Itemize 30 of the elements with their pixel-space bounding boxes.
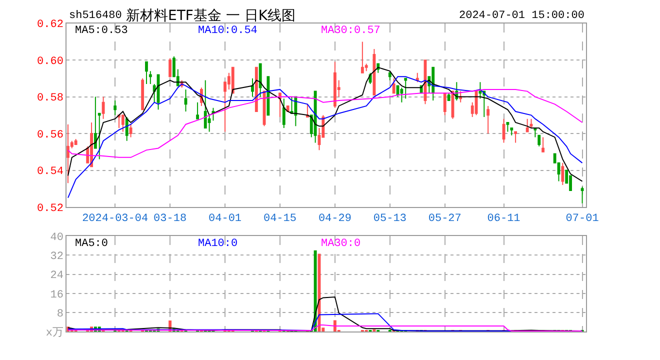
- text: MA30:0: [321, 238, 361, 250]
- x-tick-label: 04-29: [318, 213, 352, 226]
- y-tick-label: 8: [56, 308, 64, 320]
- text: MA5:0.53: [75, 25, 128, 37]
- x-tick-label: 05-27: [428, 213, 462, 226]
- y-tick-label: 0.56: [37, 129, 64, 142]
- x-tick-label: 04-15: [263, 213, 296, 226]
- text: MA10:0.54: [198, 25, 258, 37]
- x-tick-label: 03-18: [154, 213, 187, 226]
- y-tick-label: 16: [50, 289, 64, 302]
- text: sh516480: [69, 10, 122, 22]
- y-tick-label: 24: [50, 270, 64, 282]
- chart-title: 新材料ETF基金 一 日K线图: [126, 8, 296, 24]
- x-tick-label: 04-01: [208, 213, 242, 226]
- y-tick-label: 0.52: [37, 202, 64, 215]
- y-tick-label: x万: [46, 326, 64, 340]
- x-tick-label: 07-01: [566, 213, 600, 226]
- y-tick-label: 0.62: [37, 19, 64, 32]
- x-tick-label: 06-11: [487, 213, 521, 226]
- text: MA5:0: [75, 238, 108, 250]
- y-tick-label: 0.58: [37, 92, 64, 105]
- y-tick-label: 32: [50, 250, 64, 263]
- text: 2024-07-01 15:00:00: [459, 10, 584, 22]
- text: MA10:0: [198, 238, 238, 250]
- text: MA30:0.57: [321, 25, 380, 37]
- x-tick-label: 05-13: [373, 213, 406, 226]
- y-tick-label: 0.54: [37, 166, 64, 178]
- x-tick-label: 2024-03-04: [82, 213, 148, 226]
- y-tick-label: 40: [50, 232, 64, 244]
- y-tick-label: 0.60: [37, 56, 64, 68]
